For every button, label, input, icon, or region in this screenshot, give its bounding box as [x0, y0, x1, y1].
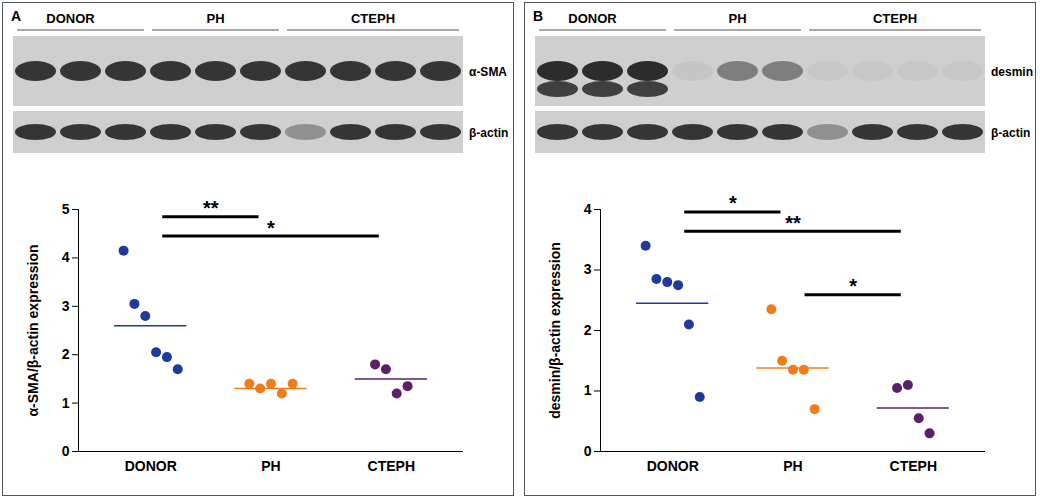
svg-text:1: 1	[62, 395, 70, 411]
svg-text:CTEPH: CTEPH	[890, 458, 937, 474]
svg-text:2: 2	[584, 322, 592, 338]
svg-text:5: 5	[62, 201, 70, 217]
svg-text:DONOR: DONOR	[568, 11, 617, 26]
svg-text:CTEPH: CTEPH	[873, 11, 917, 26]
svg-text:4: 4	[584, 201, 592, 217]
svg-text:DONOR: DONOR	[46, 11, 95, 26]
svg-text:3: 3	[584, 261, 592, 277]
svg-text:2: 2	[62, 346, 70, 362]
svg-text:β-actin: β-actin	[991, 126, 1030, 140]
svg-text:CTEPH: CTEPH	[351, 11, 395, 26]
svg-text:desmin/β-actin expression: desmin/β-actin expression	[547, 242, 563, 419]
svg-text:A: A	[11, 8, 21, 24]
svg-text:**: **	[203, 197, 219, 219]
svg-text:β-actin: β-actin	[469, 126, 508, 140]
svg-text:PH: PH	[261, 458, 280, 474]
svg-text:*: *	[267, 217, 275, 239]
svg-text:PH: PH	[728, 11, 746, 26]
svg-text:0: 0	[62, 443, 70, 459]
svg-text:*: *	[849, 275, 857, 297]
svg-text:α-SMA: α-SMA	[469, 65, 507, 79]
svg-text:desmin: desmin	[991, 65, 1033, 79]
svg-text:B: B	[533, 8, 543, 24]
svg-text:0: 0	[584, 443, 592, 459]
svg-text:1: 1	[584, 382, 592, 398]
svg-text:*: *	[729, 192, 737, 214]
svg-text:DONOR: DONOR	[125, 458, 177, 474]
svg-text:CTEPH: CTEPH	[368, 458, 415, 474]
svg-text:4: 4	[62, 249, 70, 265]
svg-text:α-SMA/β-actin expression: α-SMA/β-actin expression	[25, 245, 41, 417]
svg-text:PH: PH	[206, 11, 224, 26]
svg-text:**: **	[785, 212, 801, 234]
svg-text:PH: PH	[783, 458, 802, 474]
svg-text:DONOR: DONOR	[647, 458, 699, 474]
svg-text:3: 3	[62, 298, 70, 314]
